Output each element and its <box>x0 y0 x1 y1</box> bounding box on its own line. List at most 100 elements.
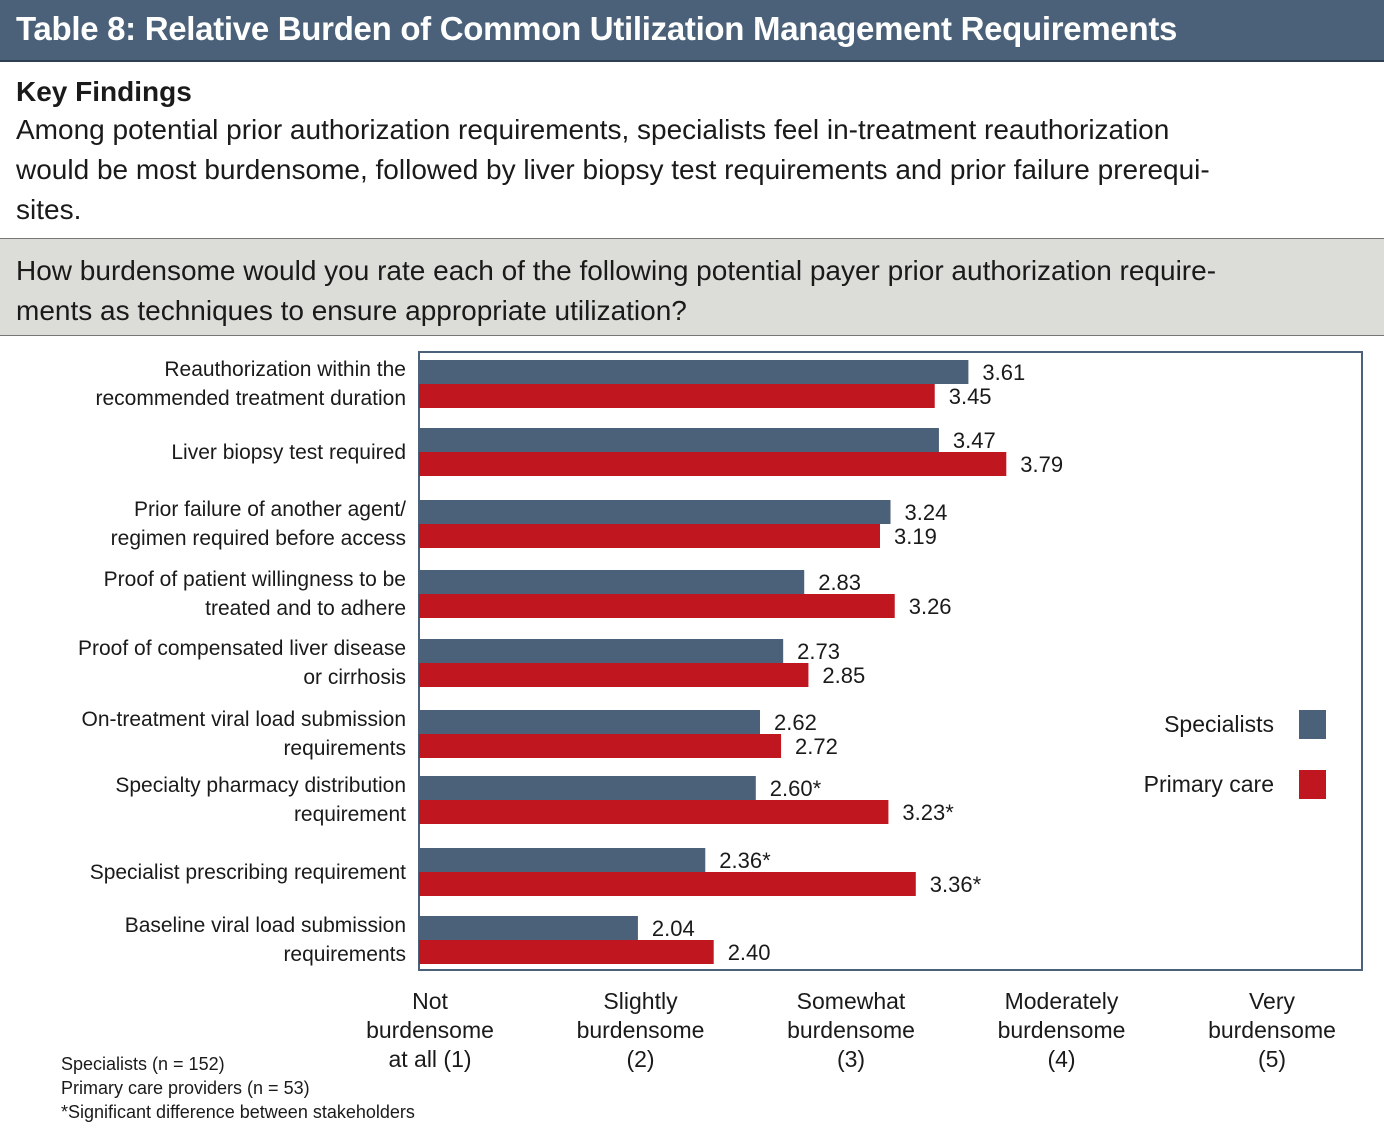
key-findings-title: Key Findings <box>16 76 192 107</box>
data-label-primary-care: 2.72 <box>795 734 838 759</box>
data-label-specialists: 3.61 <box>982 360 1025 385</box>
x-tick-label-line: Slightly <box>603 988 678 1014</box>
bar-primary-care <box>419 384 935 408</box>
x-tick-label-line: burdensome <box>787 1017 915 1043</box>
x-tick-label-line: Moderately <box>1004 988 1119 1014</box>
legend-swatch-primary-care <box>1299 770 1326 799</box>
data-label-specialists: 2.04 <box>652 916 695 941</box>
category-label-line: On-treatment viral load submission <box>81 708 406 731</box>
legend-label-primary-care: Primary care <box>1143 771 1274 797</box>
bar-specialists <box>419 848 706 872</box>
category-label: Specialty pharmacy distribution requireme… <box>115 771 406 829</box>
category-label: Proof of patient willingness to be treate… <box>104 565 406 623</box>
footnote-significance: *Significant difference between stakehol… <box>61 1102 415 1122</box>
key-findings-line: sites. <box>16 194 82 225</box>
x-tick-label-line: (4) <box>1047 1046 1076 1072</box>
data-label-specialists: 2.62 <box>774 710 817 735</box>
category-label-line: Proof of patient willingness to be <box>103 568 406 591</box>
legend-label-specialists: Specialists <box>1164 711 1274 737</box>
page-title: Table 8: Relative Burden of Common Utili… <box>16 10 1178 47</box>
data-label-primary-care: 3.36* <box>930 872 982 897</box>
x-tick-label-line: Somewhat <box>796 988 906 1014</box>
question-banner: How burdensome would you rate each of th… <box>0 238 1384 336</box>
data-label-specialists: 2.73 <box>797 639 840 664</box>
question-line: ments as techniques to ensure appropriat… <box>16 295 687 326</box>
key-findings: Key Findings Among potential prior autho… <box>16 74 1366 230</box>
bar-primary-care <box>419 940 714 964</box>
bar-primary-care <box>419 524 880 548</box>
data-label-primary-care: 3.26 <box>909 594 952 619</box>
category-label-line: Prior failure of another agent/ <box>134 498 406 521</box>
category-label: Baseline viral load submission requiremen… <box>125 911 406 969</box>
data-label-primary-care: 2.85 <box>822 663 865 688</box>
data-label-specialists: 2.36* <box>719 848 771 873</box>
data-label-primary-care: 3.79 <box>1020 452 1063 477</box>
bar-chart: 3.61 3.47 3.24 2.83 2.73 2.62 2.60* 2.36* 2.04 3.… <box>418 351 1363 971</box>
category-label-line: requirements <box>283 737 406 760</box>
bar-specialists <box>419 776 756 800</box>
x-tick-label-line: (5) <box>1257 1046 1287 1072</box>
bar-primary-care <box>419 872 916 896</box>
bar-specialists <box>419 570 805 594</box>
category-label: Proof of compensated liver disease or cir… <box>78 634 406 692</box>
title-bar: Table 8: Relative Burden of Common Utili… <box>0 0 1384 62</box>
data-label-specialists: 2.60* <box>770 776 822 801</box>
question-line: How burdensome would you rate each of th… <box>16 255 1217 286</box>
footnote-primary-n: Primary care providers (n = 53) <box>61 1078 310 1098</box>
x-tick-label: Very burdensome (5) <box>1182 987 1362 1074</box>
bar-primary-care <box>419 594 895 618</box>
data-label-specialists: 3.24 <box>905 500 948 525</box>
bar-specialists <box>419 639 784 663</box>
data-label-primary-care: 2.40 <box>728 940 771 965</box>
key-findings-line: would be most burdensome, followed by li… <box>16 154 1210 185</box>
category-label-line: Reauthorization within the <box>164 358 406 381</box>
bar-specialists <box>419 360 969 384</box>
category-label: Liver biopsy test required <box>171 438 406 467</box>
bar-primary-care <box>419 663 809 687</box>
category-label-line: recommended treatment duration <box>95 387 407 410</box>
x-tick-label: Not burdensome at all (1) <box>340 987 520 1074</box>
x-tick-label-line: burdensome <box>1208 1017 1336 1043</box>
legend-swatch-specialists <box>1299 710 1326 739</box>
category-label-line: requirements <box>283 943 406 966</box>
data-label-primary-care: 3.23* <box>902 800 954 825</box>
x-tick-label-line: Very <box>1248 988 1296 1014</box>
x-tick-label-line: (3) <box>836 1046 866 1072</box>
x-tick-label-line: burdensome <box>997 1017 1126 1043</box>
footnote-specialists-n: Specialists (n = 152) <box>61 1054 225 1074</box>
category-label-line: requirement <box>293 803 406 826</box>
category-label-line: treated and to adhere <box>205 597 406 620</box>
x-tick-label-line: at all (1) <box>388 1046 472 1072</box>
data-label-primary-care: 3.19 <box>894 524 937 549</box>
x-tick-label-line: burdensome <box>366 1017 494 1043</box>
bar-specialists <box>419 710 761 734</box>
x-tick-label-line: (2) <box>626 1046 655 1072</box>
x-tick-label-line: Not <box>412 988 448 1014</box>
bar-primary-care <box>419 734 782 758</box>
data-label-specialists: 2.83 <box>818 570 861 595</box>
category-label-line: Baseline viral load submission <box>124 914 406 937</box>
question-text: How burdensome would you rate each of th… <box>16 251 1368 331</box>
bar-specialists <box>419 428 939 452</box>
category-label-line: Specialty pharmacy distribution <box>115 774 406 797</box>
category-label-line: Proof of compensated liver disease <box>77 637 406 660</box>
data-label-primary-care: 3.45 <box>949 384 992 409</box>
key-findings-line: Among potential prior authorization requ… <box>16 114 1170 145</box>
x-tick-label: Moderately burdensome (4) <box>972 987 1152 1074</box>
category-label-line: or cirrhosis <box>303 666 406 689</box>
category-label-line: regimen required before access <box>110 527 406 550</box>
category-label-line: Liver biopsy test required <box>171 440 406 464</box>
bar-specialists <box>419 500 891 524</box>
bar-primary-care <box>419 800 889 824</box>
data-label-specialists: 3.47 <box>953 428 996 453</box>
x-tick-label-line: burdensome <box>576 1017 705 1043</box>
category-label: On-treatment viral load submission requir… <box>82 705 406 763</box>
category-label: Specialist prescribing requirement <box>90 858 406 887</box>
bar-primary-care <box>419 452 1007 476</box>
category-label: Prior failure of another agent/regimen r… <box>111 495 406 553</box>
x-tick-label: Slightly burdensome (2) <box>551 987 731 1074</box>
category-label: Reauthorization within the recommended tr… <box>96 355 407 413</box>
key-findings-body: Among potential prior authorization requ… <box>16 110 1366 230</box>
x-tick-label: Somewhat burdensome (3) <box>761 987 941 1074</box>
category-label-line: Specialist prescribing requirement <box>89 860 406 884</box>
